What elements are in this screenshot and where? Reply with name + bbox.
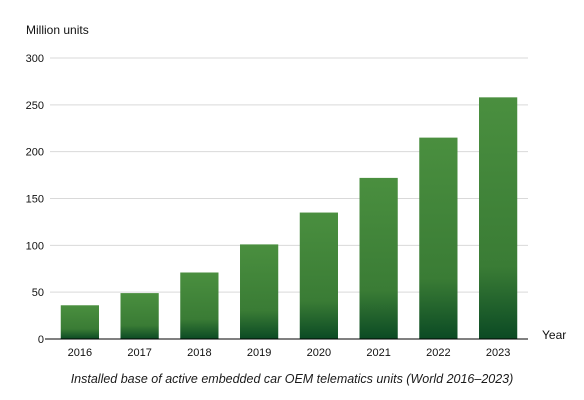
x-tick-label: 2022 xyxy=(426,347,450,359)
x-tick-labels: 2016 2017 2018 2019 2020 2021 2022 2023 xyxy=(68,347,511,359)
bar-2017 xyxy=(120,293,159,339)
bar-2022 xyxy=(419,137,458,339)
bar-2023 xyxy=(479,97,518,339)
bar-2021 xyxy=(359,177,398,339)
y-axis-label: Million units xyxy=(26,23,89,37)
y-tick-labels: 0 50 100 150 200 250 300 xyxy=(26,53,44,346)
x-tick-label: 2017 xyxy=(127,347,151,359)
x-axis-label: Year xyxy=(542,328,566,342)
x-tick-label: 2019 xyxy=(247,347,271,359)
bars xyxy=(60,97,518,339)
y-tick-label: 250 xyxy=(26,100,44,112)
y-tick-label: 100 xyxy=(26,240,44,252)
x-tick-label: 2020 xyxy=(307,347,331,359)
bar-2018 xyxy=(180,272,219,339)
y-tick-label: 0 xyxy=(38,334,44,346)
bar-2019 xyxy=(240,244,279,339)
y-tick-label: 300 xyxy=(26,53,44,65)
x-tick-label: 2023 xyxy=(486,347,510,359)
chart-caption: Installed base of active embedded car OE… xyxy=(70,372,514,386)
y-tick-label: 150 xyxy=(26,194,44,206)
y-tick-label: 200 xyxy=(26,147,44,159)
x-tick-label: 2016 xyxy=(68,347,92,359)
bar-2016 xyxy=(60,305,99,339)
bar-2020 xyxy=(299,212,338,339)
x-tick-label: 2021 xyxy=(366,347,390,359)
x-tick-label: 2018 xyxy=(187,347,211,359)
y-tick-label: 50 xyxy=(32,287,44,299)
